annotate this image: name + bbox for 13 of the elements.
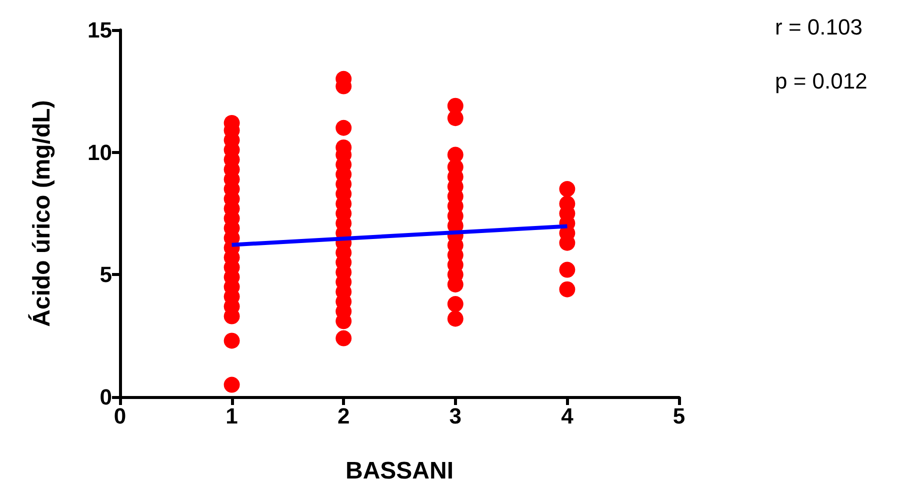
x-tick-label: 4 [561, 404, 574, 428]
text: p = 0.012 [775, 68, 868, 94]
x-tick-label: 2 [337, 404, 350, 428]
y-axis-title: Ácido úrico (mg/dL) [28, 100, 56, 327]
x-tick-label: 5 [672, 404, 686, 428]
y-tick-label: 15 [88, 18, 112, 42]
x-tick-label: 1 [226, 404, 238, 428]
y-tick-label: 5 [100, 262, 112, 288]
x-axis-title: BASSANI [345, 458, 454, 484]
y-tick-label: 10 [88, 140, 112, 165]
x-tick-label: 3 [449, 404, 462, 428]
y-tick-label: 0 [100, 384, 112, 410]
text: r = 0.103 [775, 14, 862, 40]
